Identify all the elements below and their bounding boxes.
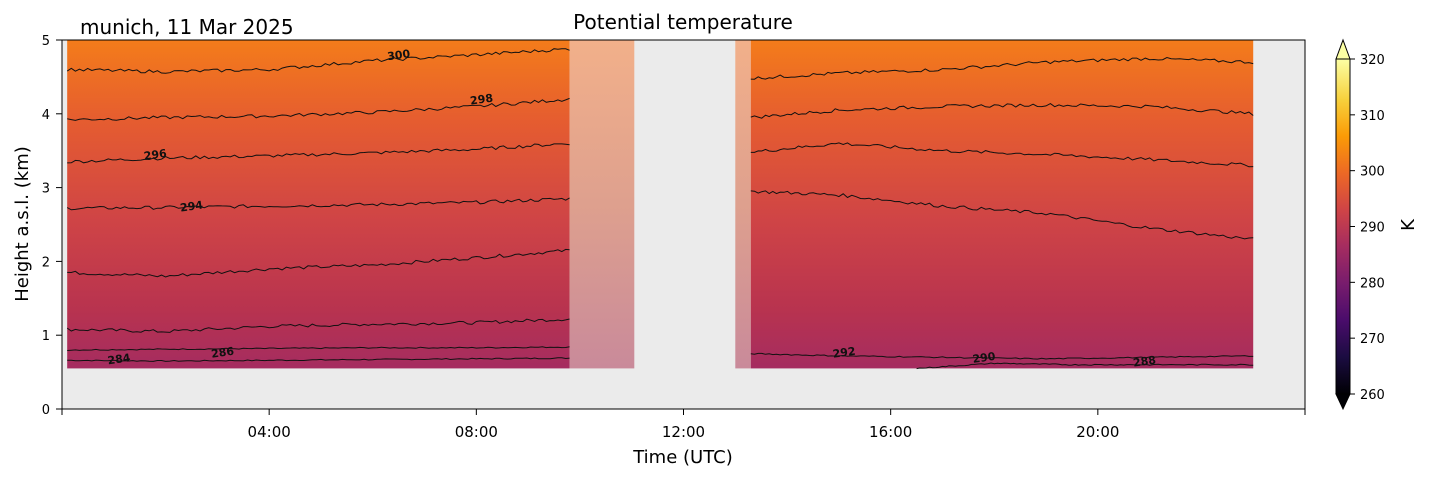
contour-line-290 (916, 362, 1254, 370)
contour-label-290: 290 (972, 350, 997, 366)
contour-line-284 (67, 357, 570, 362)
colorbar-tick-label: 260 (1360, 388, 1385, 403)
contour-line-294 (750, 190, 1254, 240)
x-tick-label: 12:00 (662, 423, 705, 441)
contour-label-300: 300 (386, 47, 411, 63)
colorbar-bottom-extend (1335, 393, 1351, 411)
y-tick-label: 3 (42, 182, 50, 197)
data-field-segments (67, 40, 1254, 369)
contour-line-286 (67, 346, 570, 351)
colorbar-tick-label: 290 (1360, 221, 1385, 236)
colorbar-tick-label: 270 (1360, 332, 1385, 347)
contour-line-294 (66, 197, 570, 211)
x-axis-label: Time (UTC) (632, 447, 733, 468)
x-tick-label: 16:00 (869, 423, 912, 441)
contour-labels: 300 298 296 294 284 286 292 290 288 (107, 47, 1157, 369)
colorbar-tick-label: 320 (1360, 53, 1385, 68)
y-tick-label: 1 (42, 329, 50, 344)
contour-label-286: 286 (210, 345, 235, 361)
contour-label-292: 292 (832, 345, 857, 361)
contour-line-300 (750, 56, 1254, 80)
colorbar-top-extend (1335, 38, 1351, 60)
contour-line-290 (67, 248, 570, 278)
data-segment-1 (67, 40, 570, 369)
contour-line-296 (750, 142, 1254, 168)
y-tick-label: 4 (42, 108, 50, 123)
contour-line-288 (66, 318, 570, 333)
colorbar-tick-label: 300 (1360, 165, 1385, 180)
x-tick-label: 20:00 (1076, 423, 1119, 441)
contour-label-288: 288 (1132, 353, 1157, 369)
contour-line-292 (750, 352, 1254, 360)
y-axis-ticks: 0 1 2 3 4 5 (42, 34, 62, 418)
x-tick-label: 04:00 (248, 423, 291, 441)
contour-label-296: 296 (143, 147, 168, 163)
data-segment-2 (569, 40, 635, 369)
data-segment-4 (750, 40, 1254, 369)
y-tick-label: 2 (42, 255, 50, 270)
contour-line-300 (66, 48, 570, 74)
x-tick-label: 08:00 (455, 423, 498, 441)
x-axis-ticks: 04:00 08:00 12:00 16:00 20:00 (61, 409, 1306, 441)
contour-line-296 (67, 143, 570, 164)
data-segment-3 (735, 40, 751, 369)
colorbar-body (1335, 58, 1351, 395)
chart-subtitle: munich, 11 Mar 2025 (80, 15, 294, 39)
y-tick-label: 5 (42, 34, 50, 49)
contour-label-298: 298 (469, 92, 494, 108)
contour-line-298 (67, 97, 570, 121)
colorbar-tick-label: 310 (1360, 109, 1385, 124)
contour-label-284: 284 (107, 351, 132, 367)
colorbar-ticks: 260 270 280 290 300 310 320 (1350, 53, 1385, 403)
colorbar-label: K (1398, 218, 1419, 231)
contour-label-294: 294 (179, 198, 204, 214)
contour-line-298 (750, 103, 1254, 119)
chart-title: Potential temperature (573, 10, 793, 34)
y-tick-label: 0 (42, 403, 50, 418)
colorbar: 260 270 280 290 300 310 320 K (1335, 38, 1419, 411)
colorbar-tick-label: 280 (1360, 276, 1385, 291)
y-axis-label: Height a.s.l. (km) (12, 146, 33, 302)
contour-lines (66, 48, 1254, 370)
